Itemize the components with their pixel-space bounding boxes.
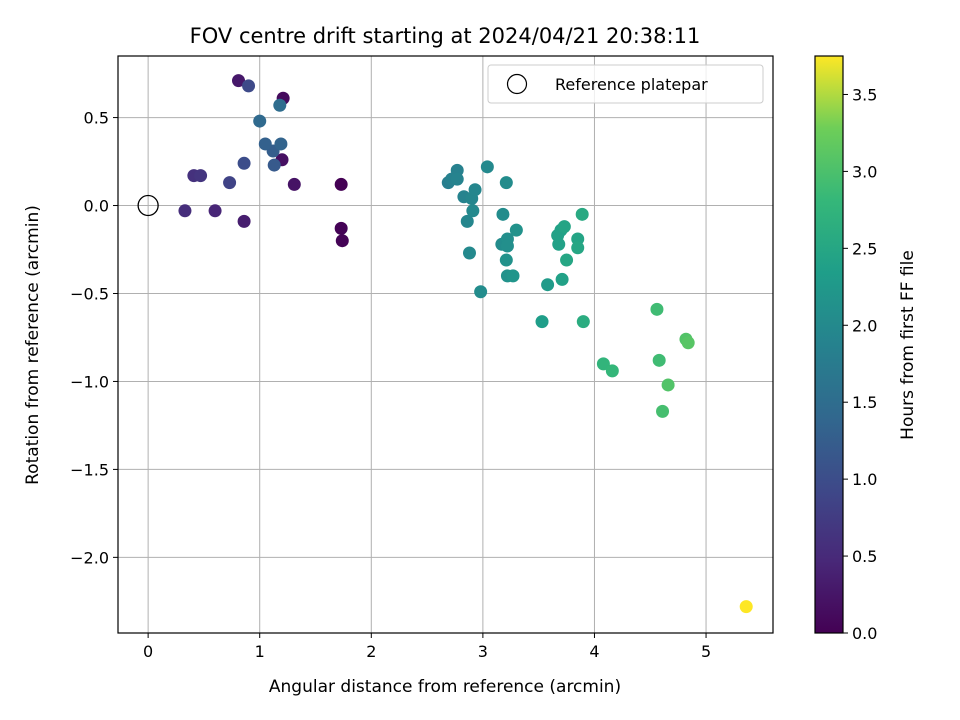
data-point (474, 285, 488, 299)
data-point (253, 114, 267, 128)
data-point (194, 169, 208, 183)
x-tick-label: 2 (366, 642, 376, 661)
data-point (571, 241, 585, 255)
x-tick-label: 5 (701, 642, 711, 661)
data-point (509, 223, 523, 237)
x-tick-label: 0 (143, 642, 153, 661)
data-point (535, 315, 549, 329)
data-point (267, 158, 281, 172)
data-point (468, 183, 482, 197)
data-point (500, 239, 514, 253)
data-point (496, 207, 510, 221)
data-point (334, 221, 348, 235)
data-point (541, 278, 555, 292)
data-point (462, 246, 476, 260)
y-tick-label: −0.5 (70, 284, 109, 303)
data-point (237, 156, 251, 170)
data-point (605, 364, 619, 378)
data-point (232, 74, 246, 88)
y-tick-label: 0.5 (84, 109, 109, 128)
colorbar-tick-label: 3.0 (852, 162, 877, 181)
colorbar-tick-label: 0.5 (852, 547, 877, 566)
legend-reference-marker (506, 73, 528, 95)
colorbar-tick-label: 2.5 (852, 239, 877, 258)
data-point (739, 600, 753, 614)
data-point (208, 204, 222, 218)
data-point (499, 253, 513, 267)
data-point (287, 177, 301, 191)
colorbar (814, 55, 844, 634)
data-point (681, 336, 695, 350)
reference-platepar-marker (137, 194, 159, 217)
data-point (335, 234, 349, 248)
data-point (334, 177, 348, 191)
axis-ticks: 0 1 2 3 4 5 0.5 0.0 −0.5 −1.0 −1.5 −2.0 (70, 109, 711, 661)
data-point (656, 404, 670, 418)
data-point (237, 214, 251, 228)
data-point (499, 176, 513, 190)
data-point (258, 137, 272, 151)
data-point (242, 79, 256, 93)
colorbar-tick-label: 2.0 (852, 316, 877, 335)
colorbar-label: Hours from first FF file (898, 250, 918, 440)
y-axis-label: Rotation from reference (arcmin) (23, 205, 43, 485)
data-point (575, 207, 589, 221)
data-point (223, 176, 237, 190)
chart-title: FOV centre drift starting at 2024/04/21 … (190, 24, 701, 48)
legend-label: Reference platepar (555, 75, 708, 94)
legend: Reference platepar (487, 64, 764, 104)
colorbar-tick-label: 1.5 (852, 393, 877, 412)
data-point (450, 172, 464, 186)
y-tick-label: −1.5 (70, 460, 109, 479)
data-point (480, 160, 494, 174)
data-point (178, 204, 192, 218)
x-axis-label: Angular distance from reference (arcmin) (269, 677, 621, 697)
data-point (552, 237, 566, 251)
data-point (661, 378, 675, 392)
data-point (506, 269, 520, 283)
data-point (652, 353, 666, 367)
data-point (274, 137, 288, 151)
colorbar-tick-label: 3.5 (852, 85, 877, 104)
y-tick-label: −2.0 (70, 548, 109, 567)
plot-frame (117, 55, 774, 634)
colorbar-tick-label: 0.0 (852, 624, 877, 643)
data-points (178, 74, 753, 614)
data-point (555, 272, 569, 286)
x-tick-label: 4 (589, 642, 599, 661)
x-tick-label: 1 (255, 642, 265, 661)
data-point (273, 98, 287, 112)
x-tick-label: 3 (478, 642, 488, 661)
data-point (460, 214, 474, 228)
data-point (596, 357, 610, 371)
data-point (560, 253, 574, 267)
reference-marker-layer (137, 194, 159, 217)
colorbar-ticks: 0.0 0.5 1.0 1.5 2.0 2.5 3.0 3.5 (843, 85, 877, 643)
y-tick-label: 0.0 (84, 197, 109, 216)
data-point (650, 302, 664, 316)
y-tick-label: −1.0 (70, 372, 109, 391)
legend-box (487, 64, 764, 104)
data-point (576, 315, 590, 329)
data-point (466, 204, 480, 218)
data-point (557, 220, 571, 234)
colorbar-tick-label: 1.0 (852, 470, 877, 489)
